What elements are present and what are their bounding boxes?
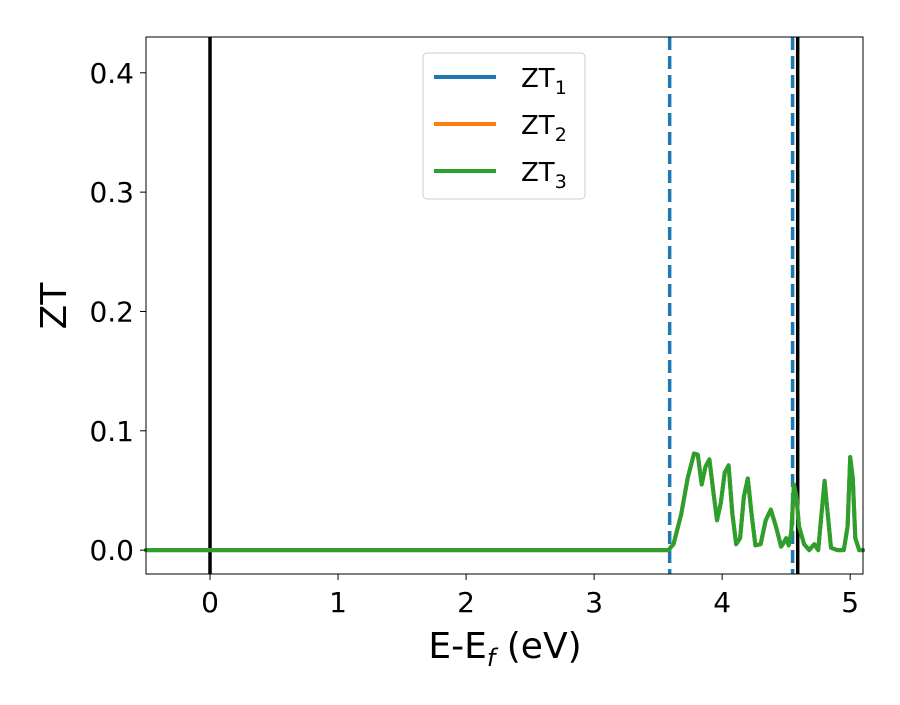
legend-label-main: ZT [521,64,555,94]
y-axis: 0.0 0.1 0.2 0.3 0.4 [89,57,146,567]
x-axis-label-tail: (eV) [495,626,581,667]
legend-label: ZT1 [521,64,567,99]
y-tick-label: 0.0 [89,534,134,567]
y-tick-label: 0.1 [89,415,134,448]
x-tick-label: 1 [329,586,347,619]
plot-frame [145,36,864,575]
legend-box [422,52,586,200]
x-tick-label: 5 [841,586,859,619]
legend-label: ZT3 [521,158,567,193]
legend-label-sub: 1 [555,77,567,99]
y-tick-label: 0.4 [89,57,134,90]
series-line-zt3 [144,451,865,553]
y-tick-label: 0.2 [89,295,134,328]
x-tick-label: 4 [713,586,731,619]
x-tick-label: 3 [585,586,603,619]
legend-label-main: ZT [521,111,555,141]
legend-label: ZT2 [521,111,567,146]
legend-label-sub: 2 [555,124,567,146]
x-tick-label: 2 [457,586,475,619]
x-axis-label: E-Ef (eV) [428,626,581,672]
legend-label-sub: 3 [555,171,567,193]
x-tick-label: 0 [201,586,219,619]
x-axis: 0 1 2 3 4 5 [201,574,859,619]
legend-label-main: ZT [521,158,555,188]
x-axis-label-main: E-E [428,626,486,667]
series-lines [144,451,865,553]
y-axis-label: ZT [34,282,75,330]
y-tick-label: 0.3 [89,176,134,209]
